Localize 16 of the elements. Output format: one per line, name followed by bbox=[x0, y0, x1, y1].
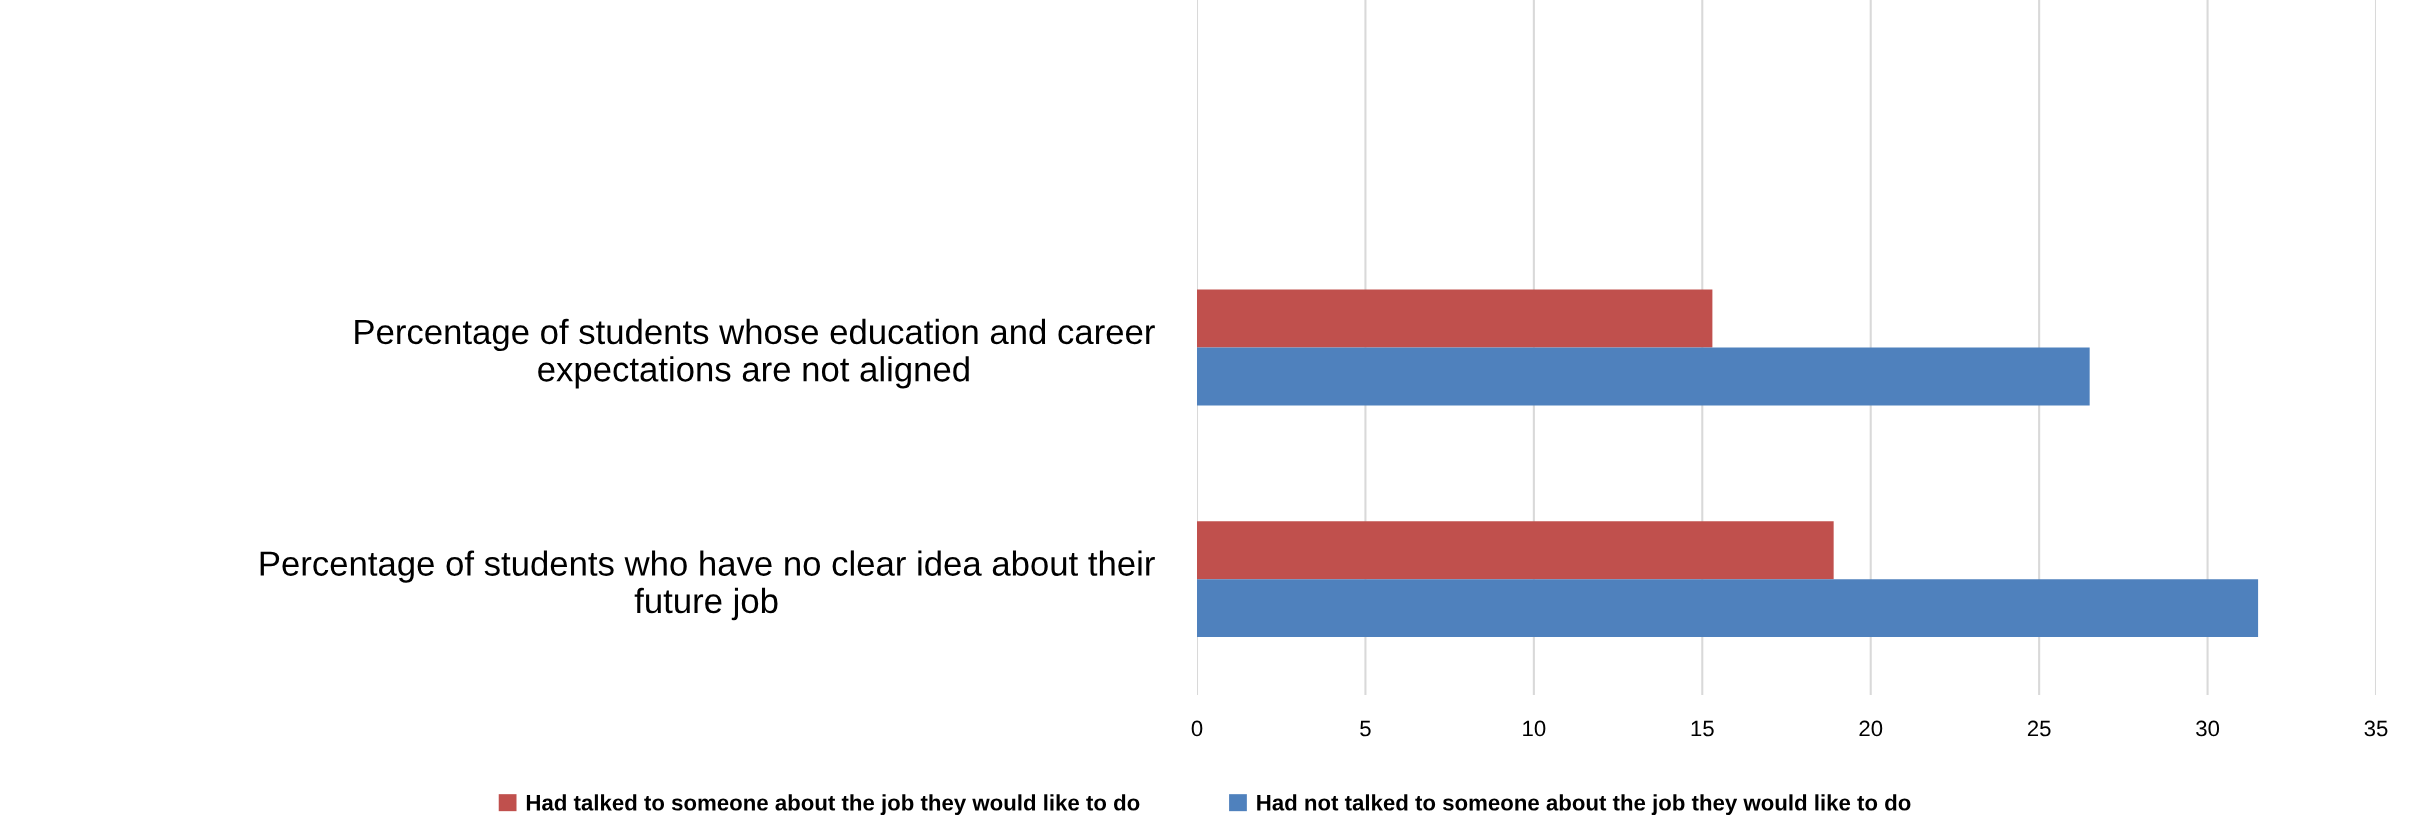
x-tick-label: 15 bbox=[1691, 720, 1714, 737]
x-tick-label: 10 bbox=[1523, 720, 1546, 737]
x-tick-label: 35 bbox=[2364, 720, 2388, 737]
x-tick-label: 5 bbox=[1360, 720, 1371, 737]
x-tick-label: 30 bbox=[2196, 720, 2220, 737]
y-tick-label: Percentage of students who have no clear idea about their future job bbox=[260, 550, 1155, 621]
x-tick-label: 25 bbox=[2027, 720, 2051, 737]
y-tick-label: Percentage of students whose education and career expectations are not aligned bbox=[355, 318, 1155, 389]
legend-label: Had not talked to someone about the job they would like to do bbox=[1257, 794, 1911, 815]
legend-label: Had talked to someone about the job they would like to do bbox=[526, 794, 1140, 815]
bar bbox=[1197, 289, 1713, 348]
x-tick-label: 0 bbox=[1191, 720, 1203, 737]
x-tick-label: 20 bbox=[1859, 720, 1883, 737]
bar bbox=[1197, 347, 2090, 406]
bar bbox=[1197, 579, 2259, 638]
bar bbox=[1197, 521, 1834, 580]
